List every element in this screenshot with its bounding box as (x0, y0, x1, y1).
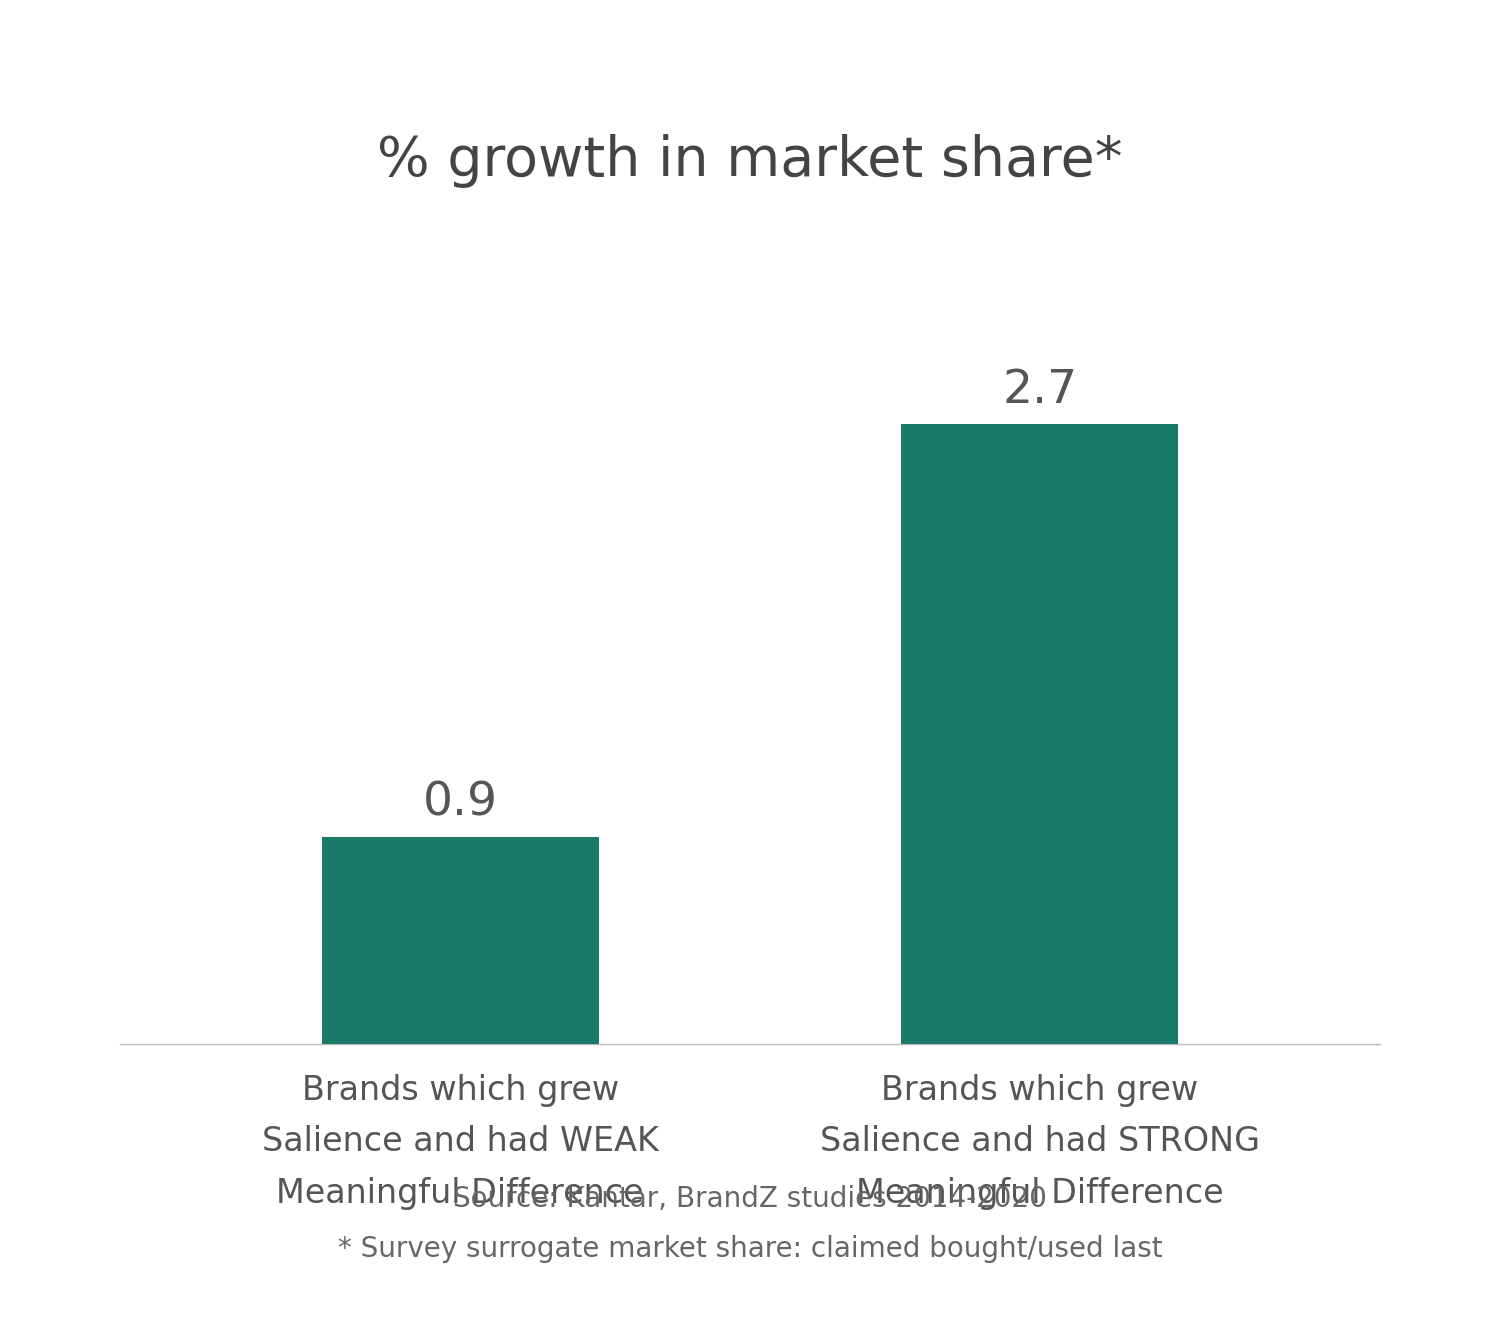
Text: % growth in market share*: % growth in market share* (376, 134, 1124, 187)
Text: 0.9: 0.9 (423, 781, 498, 826)
Text: Source: Kantar, BrandZ studies 2014-2020
* Survey surrogate market share: claime: Source: Kantar, BrandZ studies 2014-2020… (338, 1185, 1162, 1263)
Bar (902, 424, 1179, 1044)
Text: 2.7: 2.7 (1002, 368, 1077, 413)
Bar (321, 838, 598, 1044)
